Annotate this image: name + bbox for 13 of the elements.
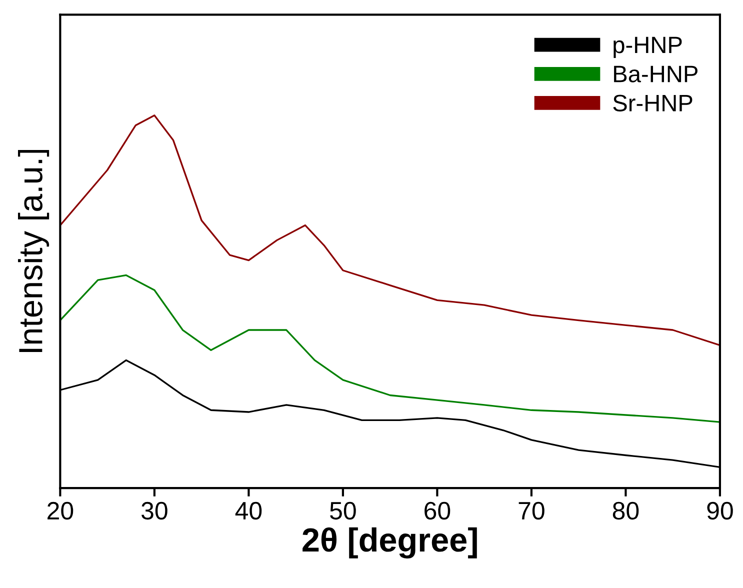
y-axis-title: Intensity [a.u.] [18, 150, 50, 352]
x-tick-label: 60 [424, 502, 450, 520]
x-tick-label: 80 [612, 502, 639, 520]
legend-label: Sr-HNP [613, 94, 692, 112]
legend-label: Ba-HNP [614, 66, 698, 82]
x-tick-label: 90 [707, 502, 733, 520]
x-tick-label: 30 [141, 502, 168, 520]
x-tick-label: 20 [48, 502, 74, 520]
x-tick-label: 70 [518, 502, 544, 520]
x-tick-label: 50 [330, 502, 356, 520]
legend-label: p-HNP [614, 36, 682, 58]
x-tick-label: 40 [235, 502, 262, 520]
x-axis-title: 2θ [degree] [302, 527, 477, 559]
